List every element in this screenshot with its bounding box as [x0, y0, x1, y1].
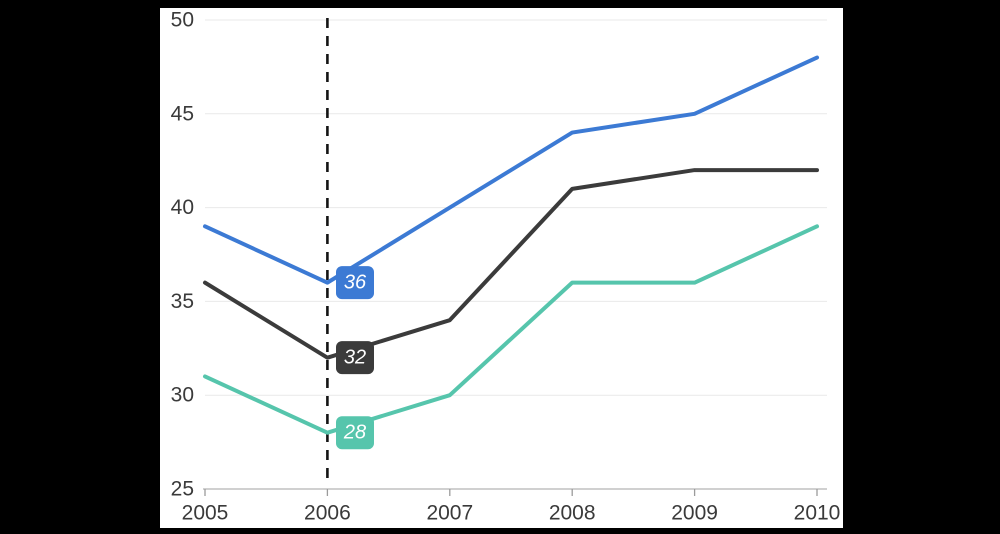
series-teal-line	[203, 224, 819, 435]
y-axis-tick-label: 25	[171, 478, 194, 501]
value-badge	[336, 341, 374, 375]
value-badge	[336, 266, 374, 300]
chart-panel: 25 30 35 40 45 50 2005 2006 2007 2008 2009 2010 36 32…	[160, 8, 843, 528]
line-chart: 25 30 35 40 45 50 2005 2006 2007 2008 2009 2010 36 32…	[171, 9, 841, 525]
series-blue-line	[203, 55, 819, 285]
y-axis-tick-label: 40	[171, 196, 194, 219]
x-axis-tick-label: 2005	[182, 502, 229, 525]
y-axis-tick-label: 30	[171, 384, 194, 407]
y-axis-tick-label: 35	[171, 290, 194, 313]
x-axis-tick-label: 2007	[426, 502, 473, 525]
y-axis-tick-label: 50	[171, 9, 194, 32]
value-badge-label: 28	[343, 422, 366, 444]
x-axis-tick-label: 2008	[549, 502, 596, 525]
value-badge-label: 36	[344, 272, 367, 294]
y-axis-tick-label: 45	[171, 102, 194, 125]
series-dark-line	[203, 168, 819, 360]
x-axis-tick-label: 2010	[794, 502, 841, 525]
value-badge	[336, 416, 374, 450]
x-axis-tick-label: 2009	[671, 502, 718, 525]
value-badge-label: 32	[344, 347, 366, 369]
x-axis-tick-label: 2006	[304, 502, 351, 525]
